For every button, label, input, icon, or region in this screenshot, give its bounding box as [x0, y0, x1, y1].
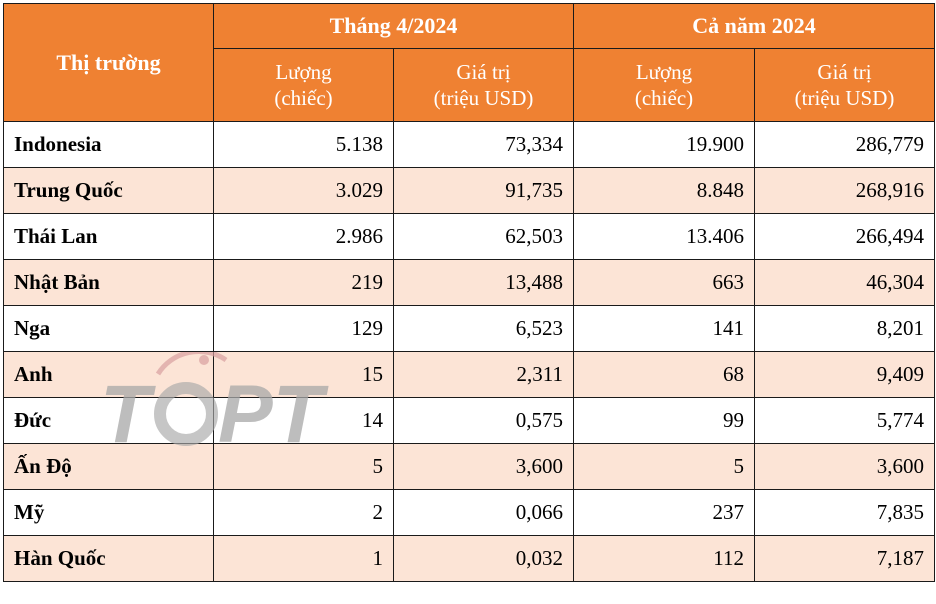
year-value-cell: 7,187	[754, 535, 936, 582]
table-row: Ấn Độ 5 3,600 5 3,600	[3, 443, 936, 490]
year-quantity-cell: 663	[573, 259, 756, 306]
table-row: Thái Lan 2.986 62,503 13.406 266,494	[3, 213, 936, 260]
month-quantity-cell: 2.986	[213, 213, 394, 260]
table-row: Hàn Quốc 1 0,032 112 7,187	[3, 535, 936, 582]
year-quantity-cell: 68	[573, 351, 756, 398]
year-quantity-cell: 237	[573, 489, 756, 536]
market-cell: Trung Quốc	[3, 167, 214, 214]
month-value-cell: 6,523	[392, 305, 575, 352]
month-quantity-cell: 3.029	[213, 167, 394, 214]
header-month-value: Giá trị (triệu USD)	[392, 48, 575, 122]
year-quantity-cell: 8.848	[573, 167, 756, 214]
month-value-cell: 0,066	[392, 489, 575, 536]
month-quantity-cell: 15	[213, 351, 394, 398]
month-value-cell: 3,600	[392, 443, 575, 490]
market-cell: Nga	[3, 305, 214, 352]
header-year-value: Giá trị (triệu USD)	[754, 48, 936, 122]
month-value-cell: 0,032	[392, 535, 575, 582]
market-cell: Đức	[3, 397, 214, 444]
month-value-cell: 91,735	[392, 167, 575, 214]
month-value-cell: 2,311	[392, 351, 575, 398]
year-value-cell: 3,600	[754, 443, 936, 490]
month-quantity-cell: 14	[213, 397, 394, 444]
market-cell: Hàn Quốc	[3, 535, 214, 582]
table-row: Nhật Bản 219 13,488 663 46,304	[3, 259, 936, 306]
year-quantity-cell: 13.406	[573, 213, 756, 260]
month-quantity-cell: 129	[213, 305, 394, 352]
month-quantity-cell: 2	[213, 489, 394, 536]
header-group-year: Cả năm 2024	[573, 3, 936, 49]
header-year-quantity: Lượng (chiếc)	[573, 48, 756, 122]
table-row: Nga 129 6,523 141 8,201	[3, 305, 936, 352]
year-quantity-cell: 99	[573, 397, 756, 444]
year-value-cell: 8,201	[754, 305, 936, 352]
market-cell: Nhật Bản	[3, 259, 214, 306]
header-month-quantity: Lượng (chiếc)	[213, 48, 394, 122]
month-value-cell: 62,503	[392, 213, 575, 260]
year-value-cell: 46,304	[754, 259, 936, 306]
header-market: Thị trường	[3, 3, 214, 122]
table-header: Thị trường Tháng 4/2024 Cả năm 2024 Lượn…	[3, 3, 936, 122]
year-value-cell: 286,779	[754, 121, 936, 168]
table-body: Indonesia 5.138 73,334 19.900 286,779 Trung Q…	[3, 121, 936, 582]
market-cell: Ấn Độ	[3, 443, 214, 490]
market-cell: Thái Lan	[3, 213, 214, 260]
year-value-cell: 7,835	[754, 489, 936, 536]
export-table: Thị trường Tháng 4/2024 Cả năm 2024 Lượn…	[3, 3, 936, 582]
year-value-cell: 266,494	[754, 213, 936, 260]
month-value-cell: 73,334	[392, 121, 575, 168]
month-quantity-cell: 219	[213, 259, 394, 306]
year-value-cell: 5,774	[754, 397, 936, 444]
month-value-cell: 0,575	[392, 397, 575, 444]
year-quantity-cell: 141	[573, 305, 756, 352]
header-group-month: Tháng 4/2024	[212, 3, 575, 49]
table-row: Đức 14 0,575 99 5,774	[3, 397, 936, 444]
month-quantity-cell: 5.138	[213, 121, 394, 168]
market-cell: Indonesia	[3, 121, 214, 168]
table-row: Mỹ 2 0,066 237 7,835	[3, 489, 936, 536]
month-value-cell: 13,488	[392, 259, 575, 306]
year-value-cell: 268,916	[754, 167, 936, 214]
month-quantity-cell: 5	[213, 443, 394, 490]
table-row: Trung Quốc 3.029 91,735 8.848 268,916	[3, 167, 936, 214]
market-cell: Anh	[3, 351, 214, 398]
table-row: Anh 15 2,311 68 9,409	[3, 351, 936, 398]
year-quantity-cell: 5	[573, 443, 756, 490]
market-cell: Mỹ	[3, 489, 214, 536]
month-quantity-cell: 1	[213, 535, 394, 582]
year-quantity-cell: 19.900	[573, 121, 756, 168]
year-quantity-cell: 112	[573, 535, 756, 582]
year-value-cell: 9,409	[754, 351, 936, 398]
table-row: Indonesia 5.138 73,334 19.900 286,779	[3, 121, 936, 168]
